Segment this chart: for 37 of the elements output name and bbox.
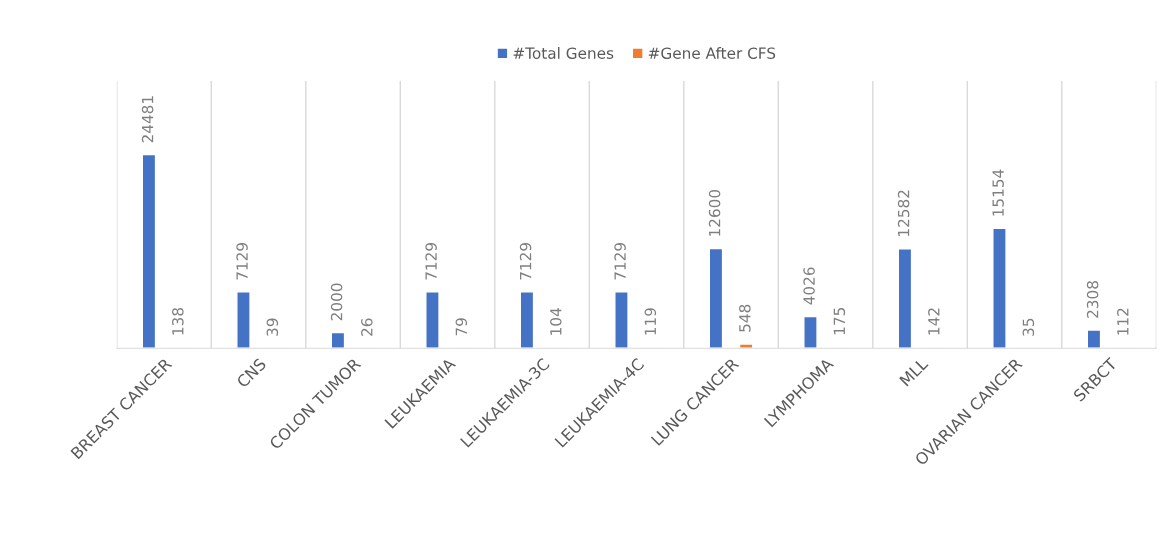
- data-label: 2000: [330, 283, 343, 321]
- bar: [519, 291, 535, 349]
- data-label: 15154: [992, 169, 1004, 216]
- bar: [992, 227, 1007, 349]
- data-label: 26: [361, 318, 373, 336]
- legend-label: #Gene After CFS: [648, 47, 776, 59]
- data-label: 7129: [236, 242, 248, 280]
- bar: [708, 247, 724, 349]
- bar: [330, 331, 346, 349]
- data-label: 79: [455, 318, 468, 336]
- data-label: 35: [1022, 318, 1035, 336]
- data-label: 24481: [141, 96, 154, 143]
- data-label: 7129: [519, 242, 532, 280]
- bar: [236, 291, 251, 349]
- data-label: 12582: [897, 190, 910, 236]
- bar: [141, 153, 157, 349]
- x-tick-label: MLL: [899, 357, 929, 387]
- data-label: 112: [1117, 308, 1129, 335]
- data-label: 7129: [425, 242, 437, 280]
- data-label: 548: [739, 304, 751, 332]
- data-label: 119: [644, 308, 657, 335]
- data-label: 104: [550, 308, 562, 335]
- bar: [803, 315, 818, 349]
- data-label: 4026: [803, 267, 815, 305]
- data-label: 138: [172, 307, 184, 335]
- bar: [425, 291, 440, 349]
- bar: [738, 343, 754, 349]
- data-label: 12600: [708, 189, 721, 236]
- bar: [1086, 329, 1102, 349]
- legend-label: #Total Genes: [513, 47, 614, 59]
- data-label: 39: [266, 318, 279, 336]
- data-label: 142: [928, 308, 940, 335]
- bar: [614, 291, 629, 349]
- data-label: 2308: [1086, 281, 1099, 318]
- bar: [897, 248, 913, 349]
- data-label: 7129: [614, 242, 626, 280]
- data-label: 175: [833, 307, 846, 335]
